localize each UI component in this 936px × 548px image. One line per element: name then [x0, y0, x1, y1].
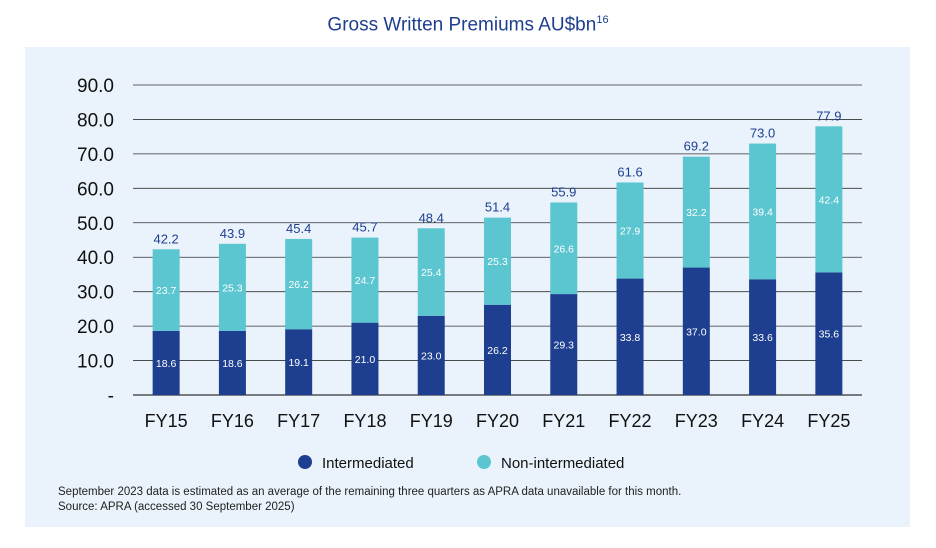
data-label-intermediated: 18.6	[156, 358, 177, 370]
data-label-intermediated: 21.0	[355, 354, 376, 366]
data-label-non-intermediated: 25.3	[487, 256, 508, 268]
data-label-non-intermediated: 23.7	[156, 285, 177, 297]
bar-intermediated	[417, 315, 445, 395]
data-label-intermediated: 29.3	[554, 340, 575, 352]
y-tick-label: 30.0	[77, 283, 114, 304]
legend-label-non-intermediated: Non-intermediated	[501, 455, 624, 472]
note-estimate: September 2023 data is estimated as an a…	[58, 486, 682, 498]
y-tick-label: 80.0	[77, 110, 114, 131]
bar-intermediated	[152, 330, 180, 395]
total-label: 61.6	[617, 164, 642, 179]
bar-intermediated	[616, 278, 644, 395]
total-label: 42.2	[153, 231, 178, 246]
data-label-intermediated: 19.1	[288, 357, 309, 369]
x-tick-label: FY23	[675, 411, 718, 431]
x-tick-label: FY16	[211, 411, 254, 431]
y-tick-label: 60.0	[77, 179, 114, 200]
data-label-intermediated: 33.6	[752, 332, 773, 344]
data-label-intermediated: 33.8	[620, 332, 641, 344]
total-label: 55.9	[551, 184, 576, 199]
legend-marker-non-intermediated	[477, 455, 491, 469]
total-label: 51.4	[485, 200, 510, 215]
data-label-intermediated: 35.6	[819, 329, 840, 341]
y-tick-label: 40.0	[77, 248, 114, 269]
total-label: 43.9	[220, 226, 245, 241]
bar-intermediated	[815, 272, 843, 395]
bar-intermediated	[218, 330, 246, 395]
data-label-non-intermediated: 39.4	[752, 206, 773, 218]
x-tick-label: FY20	[476, 411, 519, 431]
bar-intermediated	[550, 294, 578, 395]
total-label: 45.7	[352, 220, 377, 235]
total-label: 69.2	[684, 139, 709, 154]
bar-intermediated	[749, 279, 777, 395]
bar-non-intermediated	[152, 249, 180, 331]
x-tick-label: FY19	[410, 411, 453, 431]
data-label-non-intermediated: 26.6	[554, 243, 575, 255]
legend-marker-intermediated	[298, 455, 312, 469]
bar-non-intermediated	[815, 126, 843, 273]
data-label-non-intermediated: 25.3	[222, 282, 243, 294]
y-tick-label: 70.0	[77, 145, 114, 166]
x-tick-label: FY21	[542, 411, 585, 431]
data-label-non-intermediated: 26.2	[288, 279, 309, 291]
legend-label-intermediated: Intermediated	[322, 455, 414, 472]
data-label-non-intermediated: 24.7	[355, 275, 376, 287]
bar-intermediated	[351, 322, 379, 395]
x-tick-label: FY15	[145, 411, 188, 431]
x-tick-label: FY18	[343, 411, 386, 431]
total-label: 48.4	[419, 210, 444, 225]
y-tick-label: 50.0	[77, 214, 114, 235]
x-tick-label: FY22	[609, 411, 652, 431]
y-tick-label: 10.0	[77, 352, 114, 373]
y-tick-label: 20.0	[77, 317, 114, 338]
data-label-intermediated: 23.0	[421, 350, 442, 362]
chart-notes: September 2023 data is estimated as an a…	[58, 485, 681, 515]
bar-non-intermediated	[285, 238, 313, 330]
y-tick-label: 90.0	[77, 76, 114, 97]
note-source: Source: APRA (accessed 30 September 2025…	[58, 501, 295, 513]
bar-non-intermediated	[351, 237, 379, 323]
y-tick-label: -	[108, 386, 114, 407]
data-label-non-intermediated: 27.9	[620, 226, 641, 238]
data-label-intermediated: 37.0	[686, 326, 707, 338]
data-label-non-intermediated: 25.4	[421, 267, 442, 279]
bar-non-intermediated	[417, 228, 445, 316]
bar-non-intermediated	[749, 143, 777, 280]
bar-non-intermediated	[616, 182, 644, 279]
bar-non-intermediated	[682, 156, 710, 268]
bar-non-intermediated	[550, 202, 578, 295]
chart-title-text: Gross Written Premiums AU$bn	[327, 14, 597, 36]
data-label-intermediated: 18.6	[222, 358, 243, 370]
bar-intermediated	[484, 304, 511, 395]
total-label: 73.0	[750, 126, 775, 141]
x-tick-label: FY25	[807, 411, 850, 431]
x-tick-label: FY24	[741, 411, 784, 431]
chart-title-footnote: 16	[596, 14, 609, 26]
x-tick-label: FY17	[277, 411, 320, 431]
data-label-non-intermediated: 42.4	[819, 194, 840, 206]
data-label-non-intermediated: 32.2	[686, 207, 707, 219]
total-label: 45.4	[286, 221, 311, 236]
bar-non-intermediated	[484, 217, 511, 305]
total-label: 77.9	[816, 108, 841, 123]
data-label-intermediated: 26.2	[487, 345, 508, 357]
bar-intermediated	[682, 267, 710, 395]
bar-intermediated	[285, 329, 313, 395]
bar-non-intermediated	[218, 243, 246, 331]
chart-title: Gross Written Premiums AU$bn16	[0, 14, 936, 36]
